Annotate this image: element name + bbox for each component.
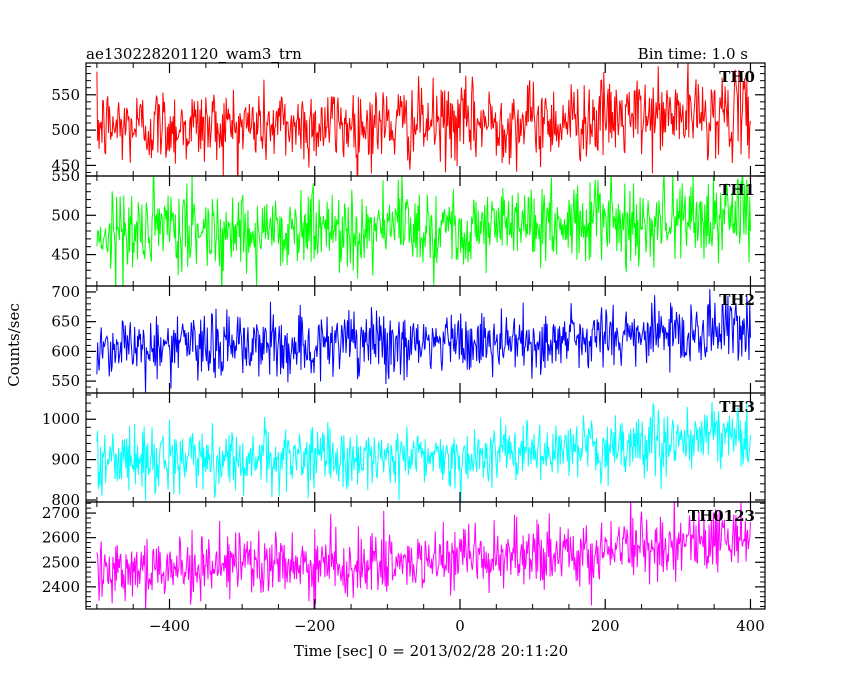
y-tick-label: 450	[51, 156, 80, 174]
y-tick-label: 500	[51, 206, 80, 224]
series-th0	[96, 63, 751, 176]
panels-group: 450 500 550 TH0 450 500 550 TH1 550 600 650 700 TH2 8…	[42, 62, 766, 635]
x-tick-label: −400	[149, 617, 190, 635]
panel-th2: 550 600 650 700 TH2	[51, 283, 766, 394]
y-tick-label: 550	[51, 86, 80, 104]
y-tick-label: 650	[51, 313, 80, 331]
y-tick-label: 1000	[42, 410, 80, 428]
y-tick-label: 900	[51, 451, 80, 469]
y-tick-label: 2500	[42, 553, 80, 571]
y-tick-label: 2400	[42, 578, 80, 596]
x-axis-label: Time [sec] 0 = 2013/02/28 20:11:20	[294, 642, 568, 660]
y-tick-label: 2600	[42, 529, 80, 547]
series-th2	[96, 289, 751, 393]
y-tick-label: 800	[51, 491, 80, 509]
panel-th0123: 2400 2500 2600 2700 TH0123	[42, 501, 766, 610]
y-axis-label: Counts/sec	[5, 303, 23, 387]
bin-time-label: Bin time: 1.0 s	[637, 45, 748, 63]
panel-th1: 450 500 550 TH1	[51, 167, 766, 287]
y-tick-label: 550	[51, 372, 80, 390]
y-tick-label: 500	[51, 121, 80, 139]
y-tick-label: 600	[51, 342, 80, 360]
y-tick-label: 550	[51, 167, 80, 185]
panel-label: TH0123	[688, 507, 755, 525]
chart-title: ae130228201120_wam3_trn	[86, 45, 302, 63]
panel-label: TH3	[719, 398, 755, 416]
y-tick-label: 450	[51, 246, 80, 264]
y-tick-label: 700	[51, 283, 80, 301]
x-tick-label: 400	[736, 617, 765, 635]
panel-label: TH1	[719, 181, 755, 199]
series-th0123	[96, 502, 751, 609]
series-th1	[96, 176, 751, 286]
series-th3	[96, 401, 751, 502]
panel-frame	[85, 501, 766, 610]
x-tick-label: −200	[294, 617, 335, 635]
panel-label: TH2	[719, 291, 755, 309]
x-tick-label: 200	[591, 617, 620, 635]
panel-label: TH0	[719, 68, 755, 86]
y-tick-label: 2700	[42, 504, 80, 522]
panel-th0: 450 500 550 TH0	[51, 62, 766, 177]
panel-th3: 800 900 1000 TH3	[42, 392, 766, 509]
x-tick-label: 0	[455, 617, 465, 635]
